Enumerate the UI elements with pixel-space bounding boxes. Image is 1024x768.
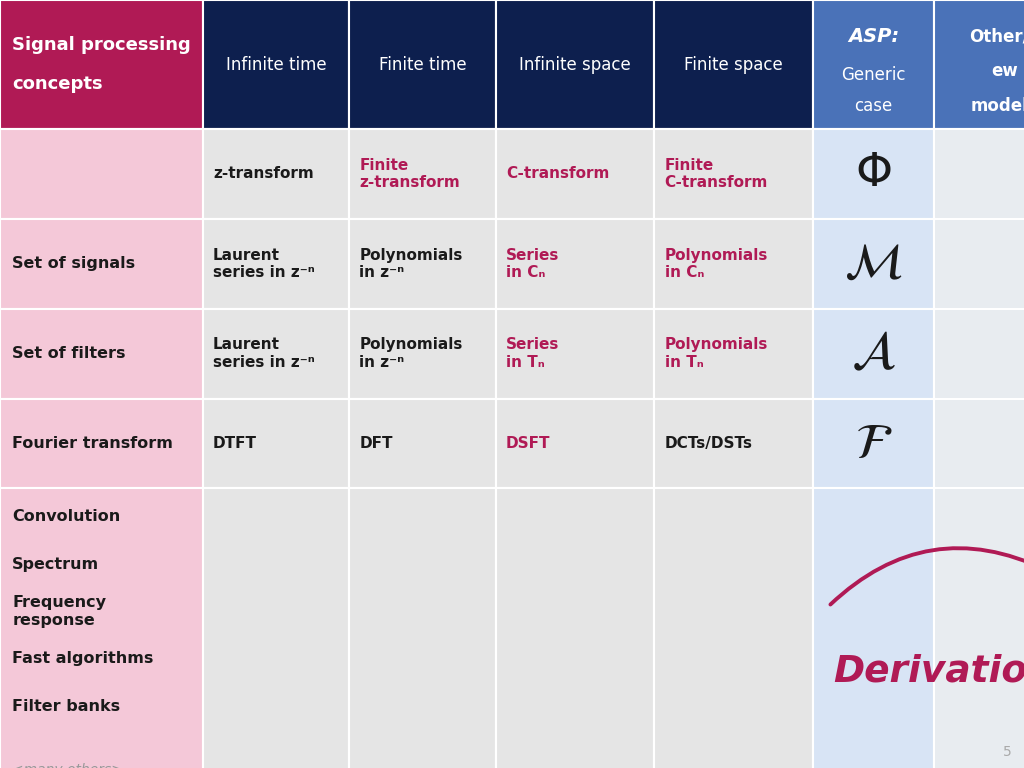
Text: $\mathcal{M}$: $\mathcal{M}$ — [844, 240, 903, 288]
Bar — [0, 488, 203, 768]
Text: Polynomials
in Cₙ: Polynomials in Cₙ — [665, 247, 768, 280]
Text: Set of filters: Set of filters — [12, 346, 126, 361]
Text: Frequency
response: Frequency response — [12, 595, 106, 627]
Text: z-transform: z-transform — [213, 167, 313, 181]
Text: $\mathcal{F}$: $\mathcal{F}$ — [855, 419, 892, 468]
Bar — [203, 0, 349, 129]
Bar — [203, 488, 349, 768]
Bar — [813, 219, 934, 309]
Text: Finite
C-transform: Finite C-transform — [665, 157, 768, 190]
Text: Signal processing: Signal processing — [12, 36, 191, 55]
Text: models: models — [971, 97, 1024, 114]
Text: Series
in Tₙ: Series in Tₙ — [506, 337, 559, 370]
Text: DFT: DFT — [359, 436, 393, 451]
Bar — [349, 488, 496, 768]
Text: Fast algorithms: Fast algorithms — [12, 651, 154, 667]
Bar — [203, 399, 349, 488]
Text: Finite time: Finite time — [379, 55, 466, 74]
Bar — [203, 309, 349, 399]
Bar — [0, 399, 203, 488]
Bar — [654, 488, 813, 768]
Bar — [654, 219, 813, 309]
Text: Infinite space: Infinite space — [519, 55, 631, 74]
Text: DCTs/DSTs: DCTs/DSTs — [665, 436, 753, 451]
Text: DSFT: DSFT — [506, 436, 550, 451]
Bar — [349, 219, 496, 309]
Text: Polynomials
in z⁻ⁿ: Polynomials in z⁻ⁿ — [359, 337, 463, 370]
Text: 5: 5 — [1002, 745, 1012, 759]
Bar — [349, 399, 496, 488]
Bar — [496, 0, 654, 129]
Text: Finite
z-transform: Finite z-transform — [359, 157, 460, 190]
Text: Fourier transform: Fourier transform — [12, 436, 173, 451]
Bar — [349, 129, 496, 219]
Bar — [0, 309, 203, 399]
Bar — [813, 129, 934, 219]
Bar — [813, 399, 934, 488]
Text: Set of signals: Set of signals — [12, 257, 135, 271]
Bar — [934, 399, 1024, 488]
Text: Laurent
series in z⁻ⁿ: Laurent series in z⁻ⁿ — [213, 247, 314, 280]
Text: $\mathcal{A}$: $\mathcal{A}$ — [851, 328, 896, 379]
Bar — [496, 399, 654, 488]
Text: Laurent
series in z⁻ⁿ: Laurent series in z⁻ⁿ — [213, 337, 314, 370]
Bar — [934, 488, 1024, 768]
Text: DTFT: DTFT — [213, 436, 257, 451]
Bar — [349, 0, 496, 129]
Text: Generic: Generic — [842, 66, 905, 84]
Bar — [496, 129, 654, 219]
Text: ew: ew — [991, 62, 1018, 80]
Bar — [934, 309, 1024, 399]
Text: Infinite time: Infinite time — [225, 55, 327, 74]
Text: Polynomials
in z⁻ⁿ: Polynomials in z⁻ⁿ — [359, 247, 463, 280]
Text: Derivation: Derivation — [834, 654, 1024, 690]
Bar — [813, 0, 934, 129]
Bar — [0, 219, 203, 309]
Bar — [203, 219, 349, 309]
Text: Series
in Cₙ: Series in Cₙ — [506, 247, 559, 280]
Text: <many others>: <many others> — [12, 763, 123, 768]
Text: $\Phi$: $\Phi$ — [855, 151, 892, 197]
Bar — [654, 309, 813, 399]
Text: concepts: concepts — [12, 74, 103, 93]
Bar — [813, 488, 934, 768]
Text: C-transform: C-transform — [506, 167, 609, 181]
Bar — [349, 309, 496, 399]
Bar — [934, 219, 1024, 309]
Bar — [0, 129, 203, 219]
Bar — [654, 0, 813, 129]
Text: Other/n: Other/n — [969, 27, 1024, 45]
Bar — [496, 488, 654, 768]
Text: Convolution: Convolution — [12, 509, 121, 525]
Bar — [496, 309, 654, 399]
Bar — [654, 129, 813, 219]
Text: case: case — [854, 97, 893, 114]
Text: Filter banks: Filter banks — [12, 699, 121, 713]
Bar — [203, 129, 349, 219]
Text: Polynomials
in Tₙ: Polynomials in Tₙ — [665, 337, 768, 370]
Text: ASP:: ASP: — [848, 27, 899, 45]
Text: Finite space: Finite space — [684, 55, 783, 74]
Bar — [934, 129, 1024, 219]
Bar — [934, 0, 1024, 129]
Bar — [654, 399, 813, 488]
Bar — [0, 0, 203, 129]
Text: Spectrum: Spectrum — [12, 557, 99, 571]
Bar — [496, 219, 654, 309]
Bar — [813, 309, 934, 399]
